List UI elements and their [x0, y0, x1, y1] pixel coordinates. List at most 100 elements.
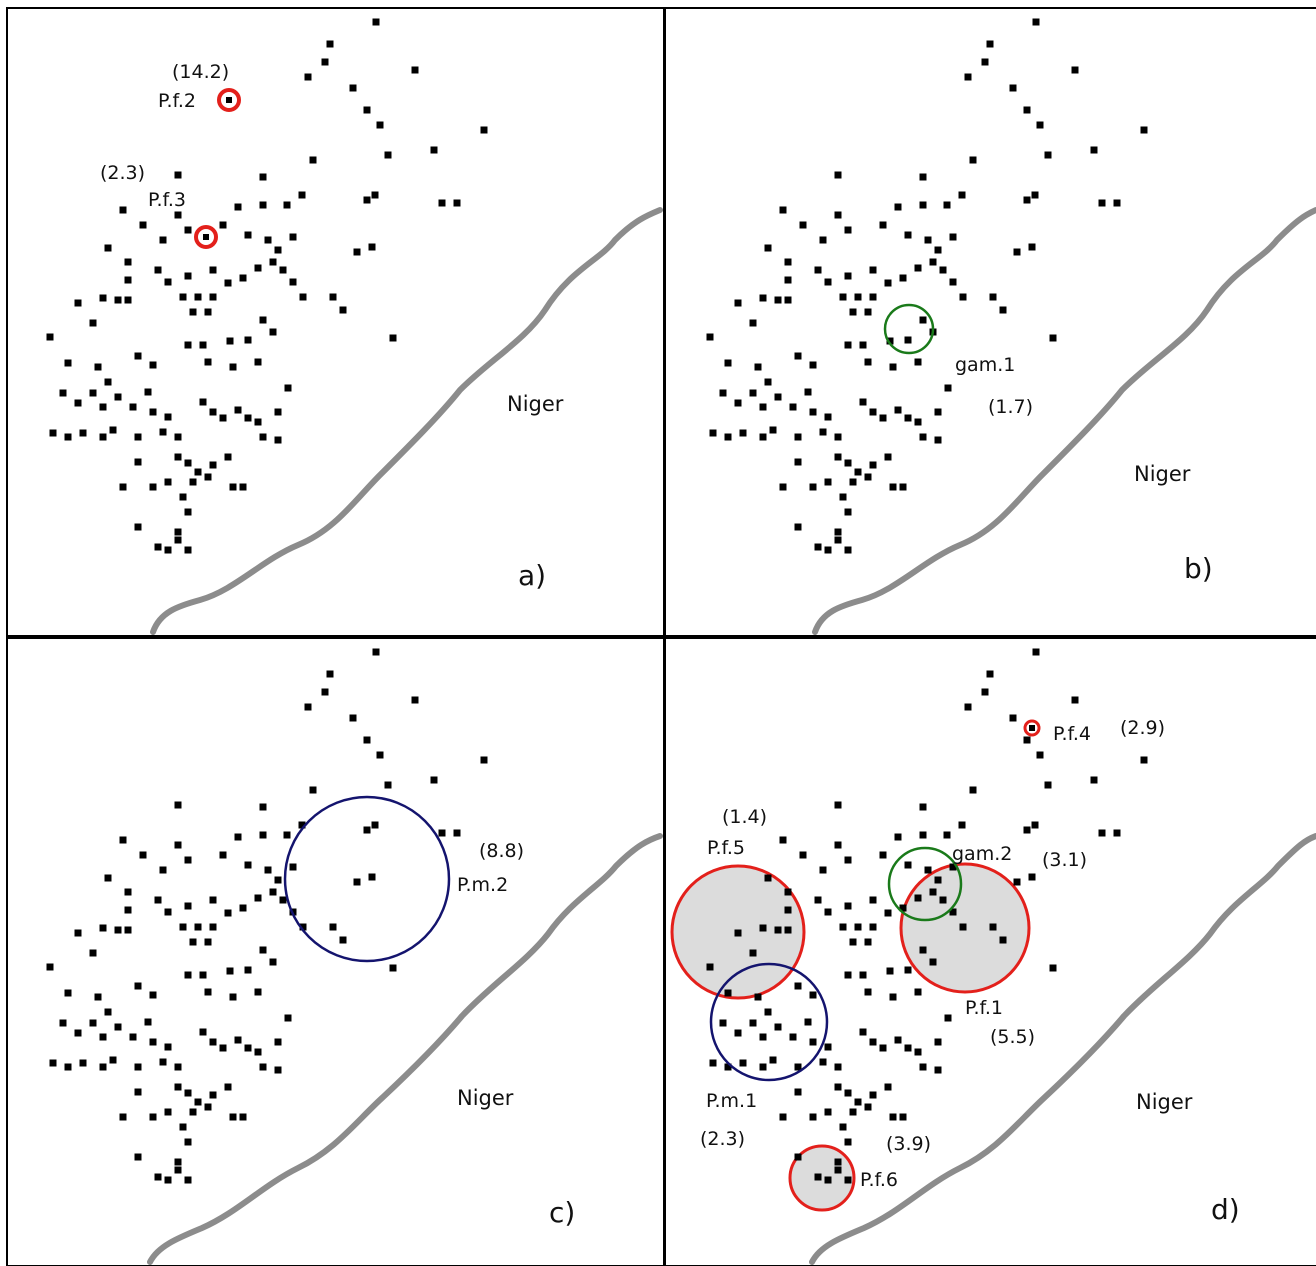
village-site-marker	[794, 1153, 802, 1161]
village-site-marker	[174, 536, 182, 544]
village-site-marker	[279, 896, 287, 904]
village-site-marker	[219, 221, 227, 229]
village-site-marker	[759, 924, 767, 932]
cluster-ring-p-f-3	[194, 225, 218, 249]
village-site-marker	[1013, 248, 1021, 256]
village-site-marker	[274, 436, 282, 444]
village-site-marker	[764, 378, 772, 386]
village-site-marker	[219, 851, 227, 859]
panel-b: gam.1 (1.7) Niger b)	[664, 7, 1316, 637]
village-site-marker	[759, 1033, 767, 1041]
village-site-marker	[244, 1044, 252, 1052]
village-site-marker	[199, 341, 207, 349]
village-site-marker	[894, 1036, 902, 1044]
village-site-marker	[239, 274, 247, 282]
village-site-marker	[154, 543, 162, 551]
village-site-marker	[389, 334, 397, 342]
village-site-marker	[809, 483, 817, 491]
niger-river-d	[809, 833, 1316, 1265]
village-site-marker	[372, 18, 380, 26]
village-site-marker	[794, 1088, 802, 1096]
village-site-marker	[298, 821, 306, 829]
village-site-marker	[889, 483, 897, 491]
village-site-marker	[349, 84, 357, 92]
river-label-c: Niger	[457, 1086, 514, 1110]
village-site-marker	[149, 483, 157, 491]
village-site-marker	[284, 1014, 292, 1022]
village-site-marker	[1113, 199, 1121, 207]
village-site-marker	[809, 361, 817, 369]
village-site-marker	[299, 923, 307, 931]
village-site-marker	[1140, 126, 1148, 134]
village-site-marker	[924, 866, 932, 874]
village-site-marker	[174, 1166, 182, 1174]
sites-panel-c	[46, 648, 488, 1184]
village-site-marker	[104, 874, 112, 882]
village-site-marker	[754, 993, 762, 1001]
village-site-marker	[154, 896, 162, 904]
village-site-marker	[184, 1089, 192, 1097]
village-site-marker	[989, 923, 997, 931]
village-site-marker	[124, 296, 132, 304]
village-site-marker	[709, 429, 717, 437]
village-site-marker	[339, 306, 347, 314]
village-site-marker	[844, 971, 852, 979]
village-site-marker	[794, 458, 802, 466]
cluster-ring-p-f-2	[217, 88, 241, 112]
village-site-marker	[819, 236, 827, 244]
village-site-marker	[919, 803, 927, 811]
village-site-marker	[739, 1059, 747, 1067]
village-site-marker	[104, 1008, 112, 1016]
village-site-marker	[934, 408, 942, 416]
village-site-marker	[784, 906, 792, 914]
village-site-marker	[129, 403, 137, 411]
village-site-marker	[254, 418, 262, 426]
village-site-marker	[749, 1019, 757, 1027]
village-site-marker	[189, 938, 197, 946]
village-site-marker	[774, 926, 782, 934]
village-site-marker	[184, 902, 192, 910]
village-site-marker	[834, 1158, 842, 1166]
village-site-marker	[934, 876, 942, 884]
village-site-marker	[209, 896, 217, 904]
cluster-p-f-3: (2.3) P.f.3	[100, 162, 218, 249]
village-site-marker	[844, 341, 852, 349]
village-site-marker	[824, 478, 832, 486]
village-site-marker	[734, 929, 742, 937]
village-site-marker	[239, 1113, 247, 1121]
village-site-marker	[134, 523, 142, 531]
river-label-d: Niger	[1136, 1090, 1193, 1114]
village-site-marker	[244, 231, 252, 239]
village-site-marker	[349, 714, 357, 722]
village-site-marker	[430, 146, 438, 154]
village-site-marker	[329, 923, 337, 931]
village-site-marker	[99, 403, 107, 411]
village-site-marker	[189, 308, 197, 316]
village-site-marker	[949, 278, 957, 286]
village-site-marker	[789, 1033, 797, 1041]
village-site-marker	[879, 221, 887, 229]
panel-label-d: d)	[1211, 1193, 1240, 1226]
village-site-marker	[184, 341, 192, 349]
cluster-name-p-f-4: P.f.4	[1053, 723, 1091, 745]
village-site-marker	[889, 993, 897, 1001]
cluster-centre-site-p-f-3	[203, 234, 209, 240]
cluster-value-p-m-2: (8.8)	[479, 840, 524, 862]
village-site-marker	[834, 211, 842, 219]
village-site-marker	[134, 982, 142, 990]
village-site-marker	[321, 688, 329, 696]
village-site-marker	[259, 173, 267, 181]
village-site-marker	[869, 923, 877, 931]
village-site-marker	[363, 106, 371, 114]
village-site-marker	[864, 938, 872, 946]
village-site-marker	[999, 936, 1007, 944]
village-site-marker	[839, 923, 847, 931]
village-site-marker	[844, 226, 852, 234]
village-site-marker	[209, 461, 217, 469]
village-site-marker	[884, 1083, 892, 1091]
village-site-marker	[809, 1113, 817, 1121]
village-site-marker	[209, 408, 217, 416]
village-site-marker	[174, 841, 182, 849]
village-site-marker	[339, 936, 347, 944]
village-site-marker	[304, 703, 312, 711]
